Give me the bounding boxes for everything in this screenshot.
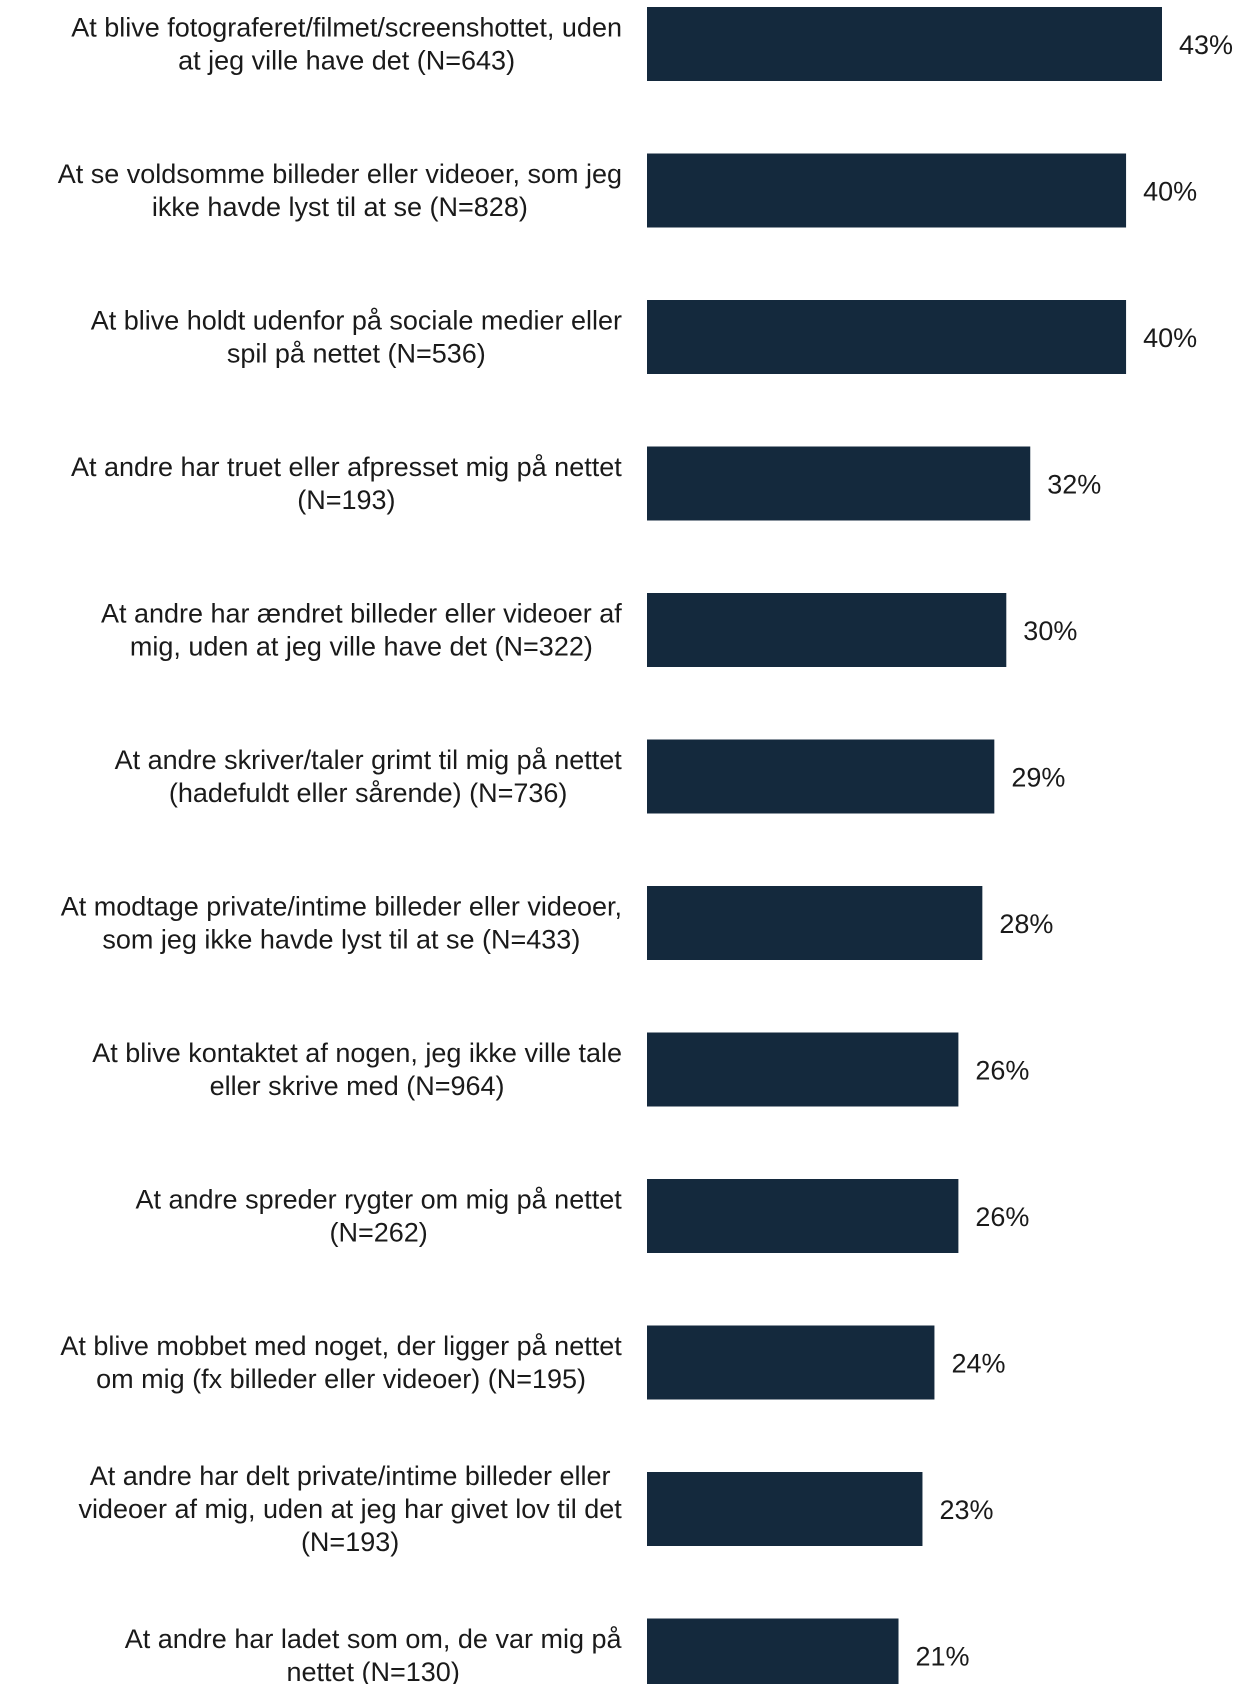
data-label: 28% [999,909,1053,939]
category-label: At andre har delt private/intime billede… [78,1461,622,1557]
category-label-line: videoer af mig, uden at jeg har givet lo… [78,1494,622,1524]
category-label: At blive holdt udenfor på sociale medier… [91,306,622,369]
category-label: At andre spreder rygter om mig på nettet… [136,1185,623,1248]
category-label-line: (N=262) [329,1218,427,1248]
bar [647,1032,959,1107]
data-label: 30% [1023,616,1077,646]
category-label-line: om mig (fx billeder eller videoer) (N=19… [96,1364,586,1394]
category-label-line: (N=193) [297,485,395,515]
bar [647,1325,935,1400]
data-label: 26% [975,1202,1029,1232]
bar [647,7,1162,81]
bar-row: 40% At blive holdt udenfor på sociale med… [91,300,1197,374]
category-label-line: (hadefuldt eller sårende) (N=736) [169,778,567,808]
bar-row: 40% At se voldsomme billeder eller videoe… [58,153,1197,228]
category-label-line: At blive holdt udenfor på sociale medier… [91,306,622,336]
category-label: At andre har ændret billeder eller video… [101,599,622,662]
category-label-line: At andre har delt private/intime billede… [90,1461,611,1491]
category-label: At andre skriver/taler grimt til mig på … [115,745,623,808]
bar-row: 26% At andre spreder rygter om mig på net… [136,1179,1029,1253]
bar-row: 28% At modtage private/intime billeder el… [61,886,1053,960]
data-label: 40% [1143,177,1197,207]
bar [647,593,1007,667]
category-label: At blive fotograferet/filmet/screenshott… [71,13,622,76]
category-label: At blive mobbet med noget, der ligger på… [60,1331,622,1394]
bar-row: 24% At blive mobbet med noget, der ligger… [60,1325,1005,1400]
category-label-line: ikke havde lyst til at se (N=828) [152,192,528,222]
bar [647,300,1127,374]
category-label-line: nettet (N=130) [286,1657,459,1684]
category-label-line: som jeg ikke havde lyst til at se (N=433… [102,925,580,955]
category-label-line: At blive fotograferet/filmet/screenshott… [71,13,622,43]
bar [647,446,1031,521]
bar-row: 21% At andre har ladet som om, de var mig… [125,1618,970,1684]
bar-row: 30% At andre har ændret billeder eller vi… [101,593,1077,667]
category-label-line: spil på nettet (N=536) [227,339,486,369]
category-label-line: mig, uden at jeg ville have det (N=322) [130,632,593,662]
bar-row: 32% At andre har truet eller afpresset mi… [71,446,1101,521]
category-label-line: At se voldsomme billeder eller videoer, … [58,159,622,189]
category-label-line: At blive mobbet med noget, der ligger på… [60,1331,622,1361]
bar-row: 23% At andre har delt private/intime bill… [78,1461,993,1557]
bar-row: 43% At blive fotograferet/filmet/screensh… [71,7,1233,81]
bar [647,1618,899,1684]
category-label-line: At andre har ladet som om, de var mig på [125,1624,623,1654]
category-label-line: At blive kontaktet af nogen, jeg ikke vi… [92,1038,622,1068]
data-label: 29% [1011,763,1065,793]
category-label: At andre har ladet som om, de var mig på… [125,1624,623,1684]
category-label: At blive kontaktet af nogen, jeg ikke vi… [92,1038,622,1101]
data-label: 24% [951,1349,1005,1379]
bar [647,1472,923,1546]
category-label: At modtage private/intime billeder eller… [61,892,622,955]
category-label-line: At andre har ændret billeder eller video… [101,599,622,629]
data-label: 32% [1047,470,1101,500]
bar [647,739,995,814]
category-label: At se voldsomme billeder eller videoer, … [58,159,622,222]
bar-row: 29% At andre skriver/taler grimt til mig … [115,739,1065,814]
category-label: At andre har truet eller afpresset mig p… [71,452,622,515]
category-label-line: At andre skriver/taler grimt til mig på … [115,745,623,775]
category-label-line: At andre har truet eller afpresset mig p… [71,452,622,482]
category-label-line: At modtage private/intime billeder eller… [61,892,622,922]
bar [647,153,1127,228]
bar-row: 26% At blive kontaktet af nogen, jeg ikke… [92,1032,1029,1107]
data-label: 26% [975,1056,1029,1086]
category-label-line: eller skrive med (N=964) [210,1071,505,1101]
bar [647,886,983,960]
data-label: 43% [1179,30,1233,60]
category-label-line: At andre spreder rygter om mig på nettet [136,1185,623,1215]
category-label-line: (N=193) [301,1527,399,1557]
data-label: 23% [939,1495,993,1525]
data-label: 40% [1143,323,1197,353]
category-label-line: at jeg ville have det (N=643) [178,46,515,76]
bar [647,1179,959,1253]
data-label: 21% [916,1642,970,1672]
